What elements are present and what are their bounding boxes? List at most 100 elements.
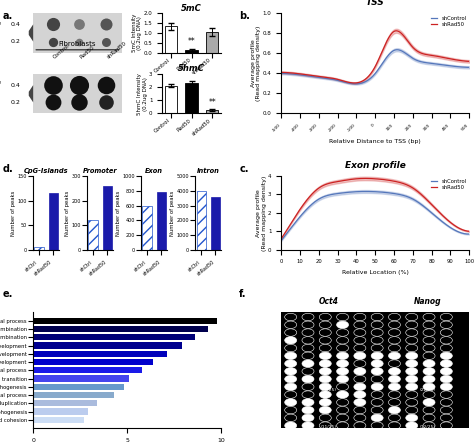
Circle shape [423, 422, 435, 429]
Bar [33, 400, 97, 406]
Circle shape [388, 337, 401, 344]
Bar [33, 359, 154, 365]
Circle shape [354, 337, 366, 344]
Circle shape [319, 422, 331, 429]
Circle shape [319, 376, 331, 383]
Bar [33, 334, 195, 340]
Bar [33, 376, 129, 382]
Circle shape [337, 368, 348, 375]
Line: shControl: shControl [281, 191, 469, 240]
Point [49, 38, 56, 45]
Title: Exon: Exon [145, 168, 163, 174]
Bar [157, 192, 166, 250]
shRad50 [351, 80, 357, 86]
shControl [391, 48, 397, 53]
Circle shape [440, 383, 452, 391]
Circle shape [440, 344, 452, 352]
Circle shape [354, 321, 366, 329]
Bar [33, 409, 88, 415]
Bar [206, 32, 219, 53]
Circle shape [406, 314, 418, 321]
Point [49, 21, 56, 28]
shRad50 [278, 236, 284, 241]
shRad50 [450, 57, 456, 62]
Title: Exon profile: Exon profile [345, 161, 406, 170]
Circle shape [406, 329, 418, 336]
Bar [33, 367, 142, 373]
Circle shape [406, 391, 418, 398]
Circle shape [354, 344, 366, 352]
Circle shape [371, 399, 383, 406]
Title: TSS: TSS [366, 0, 385, 7]
shRad50 [391, 178, 397, 184]
shRad50 [391, 178, 396, 184]
Circle shape [354, 399, 366, 406]
Circle shape [337, 391, 348, 398]
shRad50 [363, 176, 368, 181]
Legend: shControl, shRad50: shControl, shRad50 [431, 16, 466, 27]
Circle shape [371, 383, 383, 391]
shRad50 [278, 70, 284, 75]
shRad50 [438, 211, 443, 216]
Text: Control: Control [53, 44, 71, 60]
shRad50 [466, 59, 472, 64]
Polygon shape [29, 25, 33, 41]
Circle shape [302, 414, 314, 421]
shControl [394, 47, 400, 53]
Y-axis label: Number of peaks: Number of peaks [65, 190, 70, 235]
Circle shape [337, 383, 348, 391]
Text: f.: f. [239, 289, 247, 299]
Text: **: ** [209, 99, 216, 107]
Point [102, 38, 109, 45]
Text: d.: d. [2, 164, 13, 173]
Circle shape [423, 314, 435, 321]
Text: e.: e. [2, 289, 13, 299]
X-axis label: Relative Distance to TSS (bp): Relative Distance to TSS (bp) [329, 139, 421, 144]
Title: Promoter: Promoter [83, 168, 118, 174]
Circle shape [285, 352, 297, 359]
Bar [143, 206, 152, 250]
Circle shape [302, 391, 314, 398]
Circle shape [371, 314, 383, 321]
Circle shape [285, 414, 297, 421]
Circle shape [423, 376, 435, 383]
shRad50 [438, 54, 444, 60]
Y-axis label: Number of peaks: Number of peaks [11, 190, 16, 235]
Circle shape [337, 399, 348, 406]
Circle shape [440, 391, 452, 398]
Circle shape [388, 376, 401, 383]
Circle shape [406, 399, 418, 406]
Circle shape [423, 352, 435, 359]
Text: shRad50: shRad50 [106, 41, 128, 60]
Circle shape [302, 376, 314, 383]
Circle shape [388, 314, 401, 321]
Title: Intron: Intron [197, 168, 220, 174]
shRad50 [395, 29, 401, 34]
Circle shape [319, 391, 331, 398]
Circle shape [423, 383, 435, 391]
Bar [206, 110, 219, 113]
shControl [449, 226, 455, 231]
Title: 5mC: 5mC [181, 4, 202, 12]
Text: Rad50: Rad50 [79, 45, 96, 60]
Circle shape [319, 329, 331, 336]
Circle shape [337, 329, 348, 336]
Y-axis label: 5mC Intensity
(0.2ug DNA): 5mC Intensity (0.2ug DNA) [131, 14, 142, 52]
Circle shape [388, 406, 401, 414]
Text: c.: c. [239, 164, 249, 173]
Circle shape [285, 376, 297, 383]
Bar [33, 351, 167, 357]
Circle shape [388, 391, 401, 398]
Circle shape [302, 399, 314, 406]
Circle shape [388, 368, 401, 375]
Circle shape [440, 422, 452, 429]
Circle shape [302, 406, 314, 414]
Circle shape [354, 314, 366, 321]
Bar [211, 197, 220, 250]
Text: 0.4: 0.4 [11, 83, 21, 87]
Circle shape [406, 344, 418, 352]
Text: 0.4: 0.4 [11, 22, 21, 27]
Circle shape [371, 414, 383, 421]
Circle shape [302, 344, 314, 352]
Circle shape [354, 352, 366, 359]
